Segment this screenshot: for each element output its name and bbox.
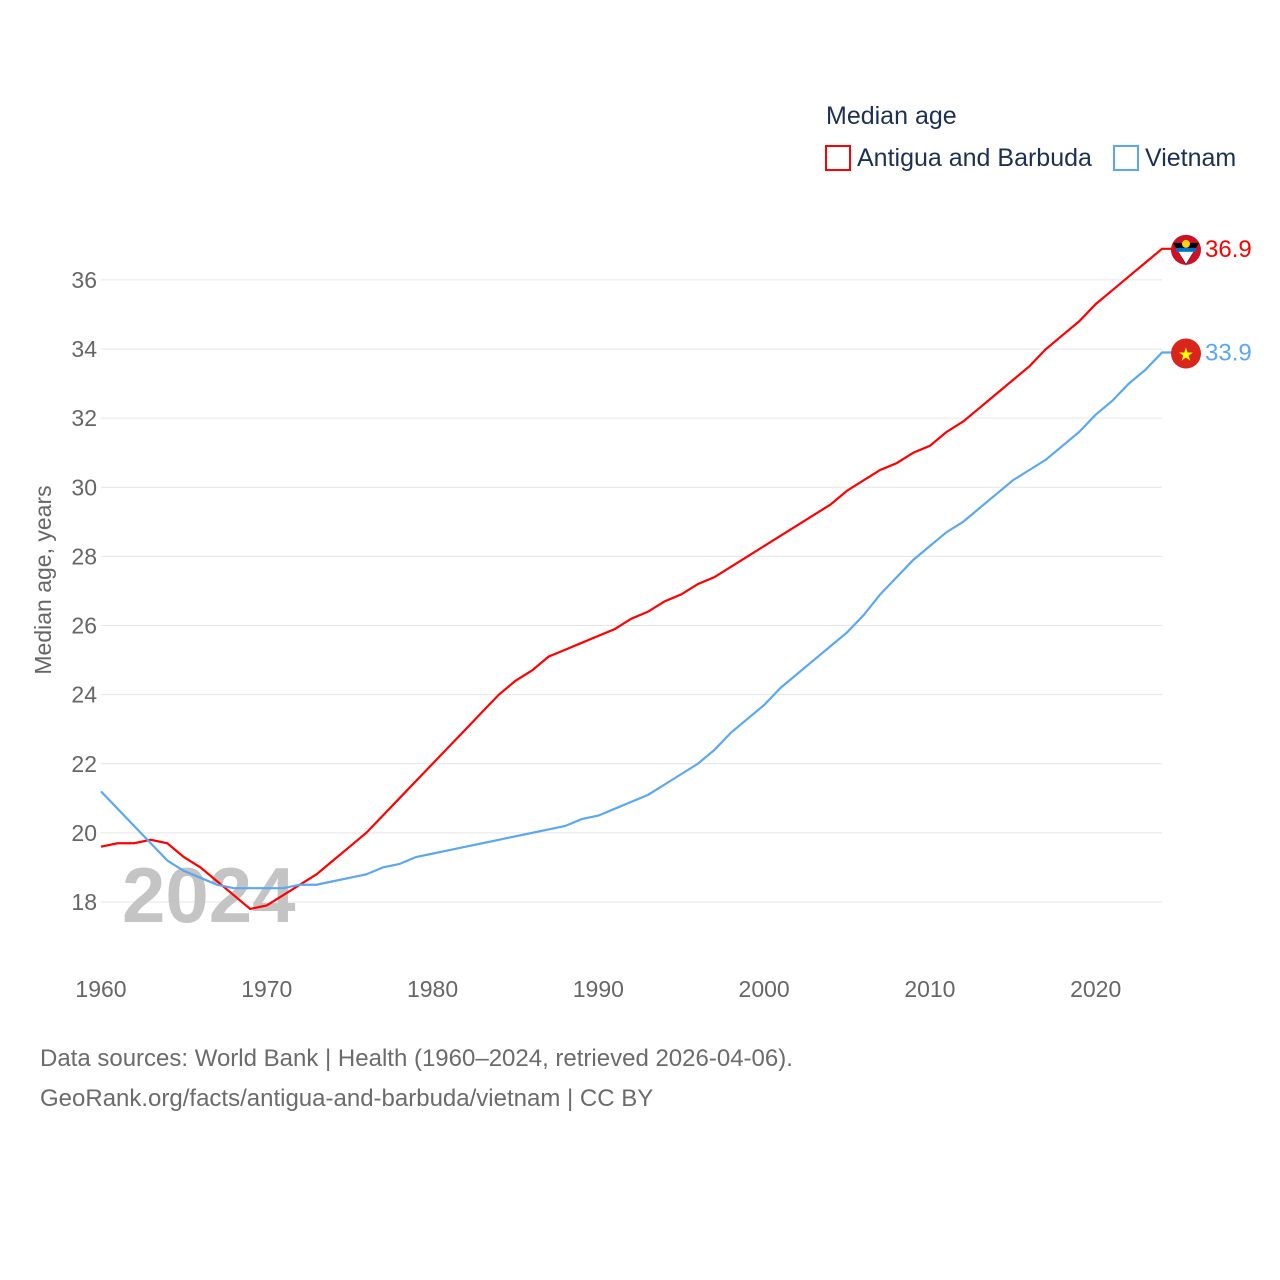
y-tick-label: 32 bbox=[71, 405, 97, 431]
legend-swatch bbox=[825, 145, 851, 171]
year-watermark: 2024 bbox=[122, 851, 296, 939]
y-tick-label: 20 bbox=[71, 820, 97, 846]
legend-label: Vietnam bbox=[1145, 144, 1236, 172]
antigua-flag-icon bbox=[1171, 234, 1201, 265]
footer-sources: Data sources: World Bank | Health (1960–… bbox=[40, 1045, 793, 1072]
y-tick-label: 18 bbox=[71, 889, 97, 915]
y-tick-label: 28 bbox=[71, 543, 97, 569]
legend-item-antigua[interactable]: Antigua and Barbuda bbox=[825, 144, 1092, 172]
y-tick-label: 22 bbox=[71, 751, 97, 777]
x-tick-label: 2020 bbox=[1070, 976, 1121, 1002]
legend-swatch bbox=[1113, 145, 1139, 171]
footer-link[interactable]: GeoRank.org/facts/antigua-and-barbuda/vi… bbox=[40, 1085, 654, 1112]
y-axis-label: Median age, years bbox=[30, 485, 56, 674]
series-line-antigua bbox=[100, 247, 1176, 911]
vietnam-flag-icon: ★ bbox=[1171, 338, 1201, 369]
series-line-vietnam bbox=[100, 351, 1176, 890]
y-tick-label: 24 bbox=[71, 682, 97, 708]
legend-title: Median age bbox=[826, 102, 957, 130]
x-tick-label: 1960 bbox=[75, 976, 126, 1002]
y-tick-label: 30 bbox=[71, 474, 97, 500]
y-tick-label: 26 bbox=[71, 613, 97, 639]
y-tick-label: 36 bbox=[71, 267, 97, 293]
end-value-label: 36.9 bbox=[1205, 236, 1252, 263]
x-tick-label: 1970 bbox=[241, 976, 292, 1002]
x-tick-label: 1980 bbox=[407, 976, 458, 1002]
x-tick-label: 1990 bbox=[573, 976, 624, 1002]
svg-text:★: ★ bbox=[1178, 344, 1194, 364]
end-value-label: 33.9 bbox=[1205, 339, 1252, 366]
x-tick-label: 2010 bbox=[904, 976, 955, 1002]
x-tick-label: 2000 bbox=[739, 976, 790, 1002]
legend-item-vietnam[interactable]: Vietnam bbox=[1113, 144, 1236, 172]
y-tick-label: 34 bbox=[71, 336, 97, 362]
legend-label: Antigua and Barbuda bbox=[857, 144, 1092, 172]
